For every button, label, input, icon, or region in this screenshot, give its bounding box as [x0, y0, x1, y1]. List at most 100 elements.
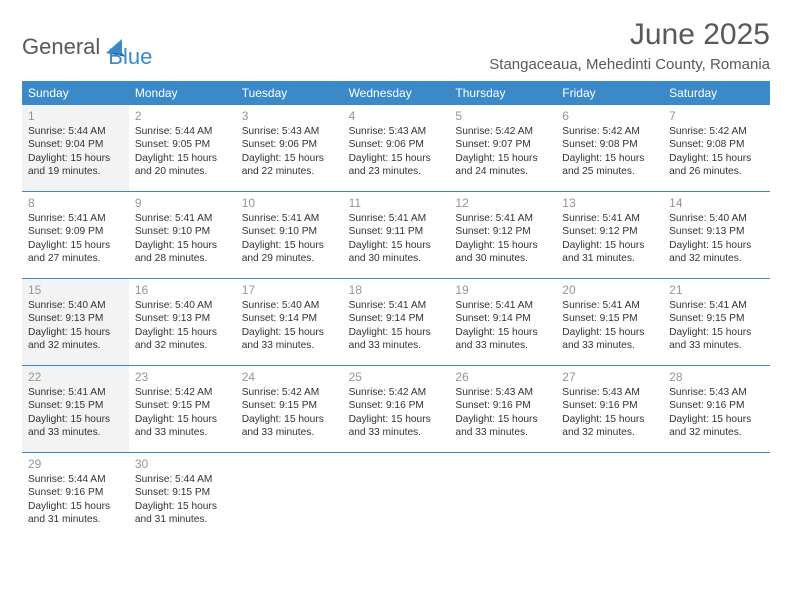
day-info: Sunrise: 5:41 AMSunset: 9:12 PMDaylight:…: [455, 212, 550, 266]
calendar-day-cell: 14 Sunrise: 5:40 AMSunset: 9:13 PMDayligh…: [663, 192, 770, 278]
day-number: 17: [242, 283, 337, 297]
day-number: 29: [28, 457, 123, 471]
day-info: Sunrise: 5:44 AMSunset: 9:04 PMDaylight:…: [28, 125, 123, 179]
day-info: Sunrise: 5:44 AMSunset: 9:16 PMDaylight:…: [28, 473, 123, 527]
day-number: 14: [669, 196, 764, 210]
day-number: 12: [455, 196, 550, 210]
calendar-day-cell: 22 Sunrise: 5:41 AMSunset: 9:15 PMDayligh…: [22, 366, 129, 452]
day-number: 15: [28, 283, 123, 297]
day-info: Sunrise: 5:40 AMSunset: 9:14 PMDaylight:…: [242, 299, 337, 353]
calendar-week: 15 Sunrise: 5:40 AMSunset: 9:13 PMDayligh…: [22, 279, 770, 366]
calendar-week: 29 Sunrise: 5:44 AMSunset: 9:16 PMDayligh…: [22, 453, 770, 539]
day-header-cell: Saturday: [663, 81, 770, 105]
calendar-day-cell: 8 Sunrise: 5:41 AMSunset: 9:09 PMDaylight…: [22, 192, 129, 278]
day-info: Sunrise: 5:41 AMSunset: 9:15 PMDaylight:…: [562, 299, 657, 353]
calendar-day-cell: [449, 453, 556, 539]
month-title: June 2025: [489, 18, 770, 52]
day-number: 7: [669, 109, 764, 123]
day-number: 4: [349, 109, 444, 123]
calendar-day-cell: 21 Sunrise: 5:41 AMSunset: 9:15 PMDayligh…: [663, 279, 770, 365]
day-number: 22: [28, 370, 123, 384]
page-header: General Blue June 2025 Stangaceaua, Mehe…: [22, 18, 770, 73]
day-number: 27: [562, 370, 657, 384]
day-info: Sunrise: 5:40 AMSunset: 9:13 PMDaylight:…: [669, 212, 764, 266]
day-info: Sunrise: 5:41 AMSunset: 9:11 PMDaylight:…: [349, 212, 444, 266]
day-number: 18: [349, 283, 444, 297]
day-info: Sunrise: 5:40 AMSunset: 9:13 PMDaylight:…: [28, 299, 123, 353]
calendar-day-cell: [343, 453, 450, 539]
title-block: June 2025 Stangaceaua, Mehedinti County,…: [489, 18, 770, 73]
calendar-week: 1 Sunrise: 5:44 AMSunset: 9:04 PMDaylight…: [22, 105, 770, 192]
calendar-day-cell: 11 Sunrise: 5:41 AMSunset: 9:11 PMDayligh…: [343, 192, 450, 278]
day-info: Sunrise: 5:41 AMSunset: 9:14 PMDaylight:…: [455, 299, 550, 353]
calendar-day-cell: 4 Sunrise: 5:43 AMSunset: 9:06 PMDaylight…: [343, 105, 450, 191]
calendar-day-cell: 29 Sunrise: 5:44 AMSunset: 9:16 PMDayligh…: [22, 453, 129, 539]
location-text: Stangaceaua, Mehedinti County, Romania: [489, 56, 770, 73]
day-number: 5: [455, 109, 550, 123]
day-number: 6: [562, 109, 657, 123]
day-number: 1: [28, 109, 123, 123]
day-info: Sunrise: 5:41 AMSunset: 9:15 PMDaylight:…: [28, 386, 123, 440]
day-number: 21: [669, 283, 764, 297]
calendar-day-cell: 12 Sunrise: 5:41 AMSunset: 9:12 PMDayligh…: [449, 192, 556, 278]
calendar-day-cell: 27 Sunrise: 5:43 AMSunset: 9:16 PMDayligh…: [556, 366, 663, 452]
day-number: 30: [135, 457, 230, 471]
day-info: Sunrise: 5:43 AMSunset: 9:06 PMDaylight:…: [242, 125, 337, 179]
day-number: 16: [135, 283, 230, 297]
day-info: Sunrise: 5:42 AMSunset: 9:16 PMDaylight:…: [349, 386, 444, 440]
calendar-day-cell: 2 Sunrise: 5:44 AMSunset: 9:05 PMDaylight…: [129, 105, 236, 191]
day-number: 2: [135, 109, 230, 123]
calendar-day-cell: 30 Sunrise: 5:44 AMSunset: 9:15 PMDayligh…: [129, 453, 236, 539]
day-info: Sunrise: 5:43 AMSunset: 9:06 PMDaylight:…: [349, 125, 444, 179]
day-number: 20: [562, 283, 657, 297]
calendar-day-cell: 26 Sunrise: 5:43 AMSunset: 9:16 PMDayligh…: [449, 366, 556, 452]
day-info: Sunrise: 5:43 AMSunset: 9:16 PMDaylight:…: [562, 386, 657, 440]
day-info: Sunrise: 5:42 AMSunset: 9:08 PMDaylight:…: [562, 125, 657, 179]
calendar-day-cell: 24 Sunrise: 5:42 AMSunset: 9:15 PMDayligh…: [236, 366, 343, 452]
calendar-day-cell: 16 Sunrise: 5:40 AMSunset: 9:13 PMDayligh…: [129, 279, 236, 365]
calendar-day-cell: 20 Sunrise: 5:41 AMSunset: 9:15 PMDayligh…: [556, 279, 663, 365]
day-info: Sunrise: 5:44 AMSunset: 9:15 PMDaylight:…: [135, 473, 230, 527]
calendar-day-cell: 7 Sunrise: 5:42 AMSunset: 9:08 PMDaylight…: [663, 105, 770, 191]
day-info: Sunrise: 5:41 AMSunset: 9:10 PMDaylight:…: [242, 212, 337, 266]
day-number: 9: [135, 196, 230, 210]
brand-word1: General: [22, 34, 100, 60]
day-info: Sunrise: 5:41 AMSunset: 9:14 PMDaylight:…: [349, 299, 444, 353]
day-number: 10: [242, 196, 337, 210]
calendar-day-cell: 10 Sunrise: 5:41 AMSunset: 9:10 PMDayligh…: [236, 192, 343, 278]
day-info: Sunrise: 5:41 AMSunset: 9:09 PMDaylight:…: [28, 212, 123, 266]
day-number: 3: [242, 109, 337, 123]
calendar-day-cell: 28Sunrise: 5:43 AMSunset: 9:16 PMDayligh…: [663, 366, 770, 452]
calendar-grid: SundayMondayTuesdayWednesdayThursdayFrid…: [22, 81, 770, 539]
calendar-day-cell: [556, 453, 663, 539]
calendar-day-cell: 3 Sunrise: 5:43 AMSunset: 9:06 PMDaylight…: [236, 105, 343, 191]
day-number: 13: [562, 196, 657, 210]
day-number: 28: [669, 370, 764, 384]
day-number: 11: [349, 196, 444, 210]
day-number: 8: [28, 196, 123, 210]
calendar-day-cell: 1 Sunrise: 5:44 AMSunset: 9:04 PMDaylight…: [22, 105, 129, 191]
day-info: Sunrise: 5:44 AMSunset: 9:05 PMDaylight:…: [135, 125, 230, 179]
calendar-day-cell: 5Sunrise: 5:42 AMSunset: 9:07 PMDaylight…: [449, 105, 556, 191]
day-info: Sunrise: 5:43 AMSunset: 9:16 PMDaylight:…: [455, 386, 550, 440]
day-header-cell: Wednesday: [343, 81, 450, 105]
day-info: Sunrise: 5:40 AMSunset: 9:13 PMDaylight:…: [135, 299, 230, 353]
day-number: 19: [455, 283, 550, 297]
calendar-day-cell: 23Sunrise: 5:42 AMSunset: 9:15 PMDayligh…: [129, 366, 236, 452]
calendar-day-cell: [663, 453, 770, 539]
day-header-cell: Friday: [556, 81, 663, 105]
calendar-day-cell: 25Sunrise: 5:42 AMSunset: 9:16 PMDayligh…: [343, 366, 450, 452]
day-number: 26: [455, 370, 550, 384]
day-info: Sunrise: 5:41 AMSunset: 9:15 PMDaylight:…: [669, 299, 764, 353]
day-info: Sunrise: 5:42 AMSunset: 9:15 PMDaylight:…: [242, 386, 337, 440]
day-header-cell: Sunday: [22, 81, 129, 105]
day-number: 24: [242, 370, 337, 384]
day-info: Sunrise: 5:42 AMSunset: 9:08 PMDaylight:…: [669, 125, 764, 179]
day-info: Sunrise: 5:41 AMSunset: 9:10 PMDaylight:…: [135, 212, 230, 266]
calendar-week: 8 Sunrise: 5:41 AMSunset: 9:09 PMDaylight…: [22, 192, 770, 279]
day-header-row: SundayMondayTuesdayWednesdayThursdayFrid…: [22, 81, 770, 105]
brand-logo: General Blue: [22, 18, 152, 70]
calendar-day-cell: [236, 453, 343, 539]
calendar-week: 22 Sunrise: 5:41 AMSunset: 9:15 PMDayligh…: [22, 366, 770, 453]
weeks-container: 1 Sunrise: 5:44 AMSunset: 9:04 PMDaylight…: [22, 105, 770, 539]
